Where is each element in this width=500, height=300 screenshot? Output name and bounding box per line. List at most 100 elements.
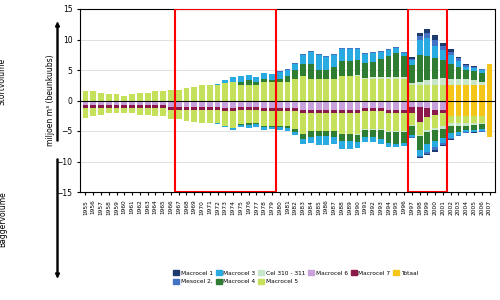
Bar — [432, 79, 438, 85]
Bar — [129, 105, 135, 108]
Bar — [464, 85, 469, 100]
Bar — [432, 40, 438, 46]
Bar — [137, 105, 143, 108]
Bar — [440, 43, 446, 46]
Bar — [471, 80, 477, 85]
Bar — [262, 79, 267, 82]
Bar — [456, 61, 462, 67]
Bar — [401, 52, 407, 53]
Bar — [254, 106, 260, 110]
Bar — [246, 123, 252, 125]
Bar — [479, 124, 484, 129]
Bar — [238, 124, 244, 125]
Bar — [129, 108, 135, 113]
Bar — [362, 137, 368, 142]
Bar — [486, 119, 492, 121]
Bar — [464, 110, 469, 123]
Bar — [246, 85, 252, 100]
Bar — [354, 75, 360, 76]
Bar — [292, 64, 298, 70]
Bar — [207, 85, 212, 100]
Bar — [284, 100, 290, 108]
Bar — [106, 105, 112, 108]
Bar — [464, 64, 469, 65]
Bar — [347, 141, 352, 149]
Bar — [262, 126, 267, 127]
Bar — [486, 76, 492, 79]
Bar — [339, 49, 345, 61]
Bar — [486, 79, 492, 85]
Bar — [394, 48, 399, 53]
Bar — [308, 51, 314, 52]
Bar — [184, 100, 190, 106]
Bar — [184, 106, 190, 110]
Bar — [324, 70, 330, 79]
Bar — [486, 100, 492, 105]
Bar — [409, 135, 415, 137]
Bar — [401, 56, 407, 77]
Bar — [331, 54, 337, 55]
Text: Stortvolume: Stortvolume — [0, 57, 7, 105]
Bar — [324, 57, 330, 70]
Bar — [440, 46, 446, 50]
Bar — [424, 108, 430, 117]
Bar — [98, 105, 104, 108]
Y-axis label: miljoen m³ (beunkuubs): miljoen m³ (beunkuubs) — [46, 55, 55, 146]
Bar — [222, 111, 228, 126]
Bar — [339, 100, 345, 109]
Bar — [331, 79, 337, 100]
Bar — [354, 135, 360, 142]
Bar — [378, 52, 384, 59]
Bar — [479, 85, 484, 100]
Bar — [262, 108, 267, 111]
Bar — [347, 49, 352, 61]
Bar — [394, 100, 399, 109]
Bar — [464, 85, 469, 100]
Bar — [269, 80, 275, 82]
Bar — [464, 132, 469, 133]
Bar — [448, 125, 454, 133]
Bar — [432, 46, 438, 58]
Bar — [440, 100, 446, 109]
Bar — [168, 110, 174, 119]
Bar — [479, 106, 484, 110]
Bar — [456, 58, 462, 61]
Bar — [456, 123, 462, 125]
Bar — [464, 130, 469, 132]
Bar — [90, 108, 96, 116]
Bar — [129, 100, 135, 105]
Bar — [401, 77, 407, 79]
Bar — [416, 82, 422, 85]
Bar — [262, 111, 267, 126]
Bar — [300, 54, 306, 55]
Bar — [362, 79, 368, 100]
Bar — [175, 9, 276, 192]
Bar — [106, 94, 112, 100]
Bar — [401, 100, 407, 109]
Bar — [324, 79, 330, 100]
Bar — [456, 135, 462, 136]
Bar — [168, 89, 174, 100]
Bar — [479, 131, 484, 132]
Bar — [292, 63, 298, 64]
Bar — [324, 136, 330, 145]
Bar — [432, 141, 438, 148]
Bar — [378, 59, 384, 77]
Bar — [269, 111, 275, 126]
Bar — [114, 108, 119, 113]
Bar — [424, 154, 430, 155]
Bar — [424, 56, 430, 80]
Bar — [464, 79, 469, 85]
Bar — [432, 100, 438, 109]
Bar — [386, 142, 392, 148]
Bar — [464, 65, 469, 67]
Bar — [324, 113, 330, 131]
Bar — [440, 129, 446, 138]
Bar — [254, 123, 260, 124]
Bar — [152, 105, 158, 108]
Bar — [471, 85, 477, 100]
Bar — [129, 94, 135, 100]
Bar — [479, 100, 484, 116]
Bar — [386, 100, 392, 109]
Bar — [479, 100, 484, 106]
